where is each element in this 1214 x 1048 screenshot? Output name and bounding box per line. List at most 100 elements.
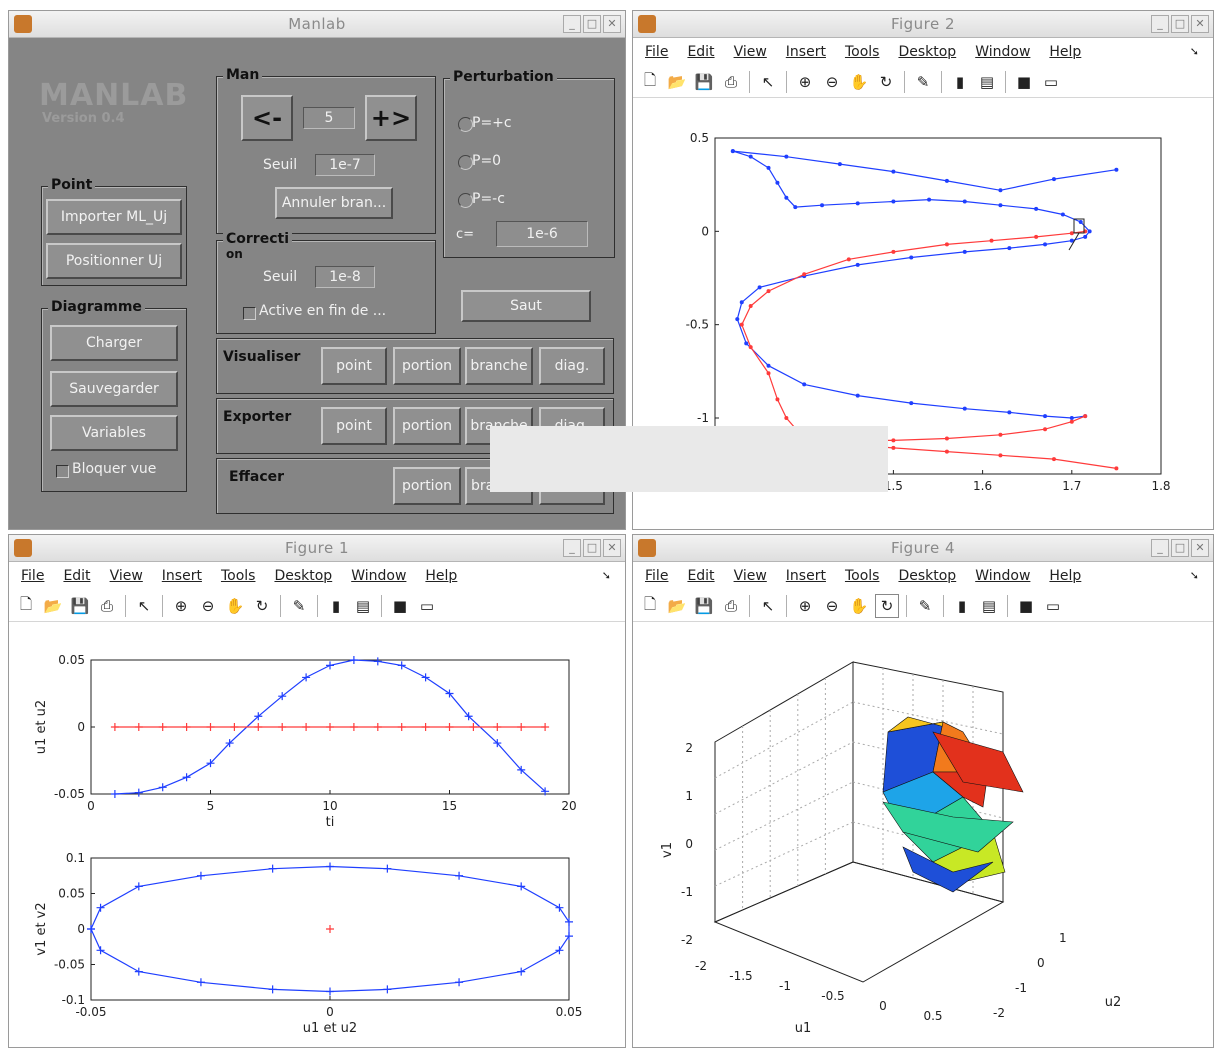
print-icon[interactable]: ⎙ (100, 597, 113, 615)
menu-tools[interactable]: Tools (220, 568, 256, 584)
new-figure-icon[interactable]: 🗋 (643, 70, 657, 89)
save-icon[interactable]: 💾 (70, 597, 90, 615)
zoom-in-icon[interactable]: ⊕ (174, 597, 188, 615)
menu-view[interactable]: View (733, 44, 767, 60)
zoom-out-icon[interactable]: ⊖ (201, 597, 215, 615)
open-file-icon[interactable]: 📂 (667, 73, 687, 91)
visualiser-branche-button[interactable]: branche (465, 347, 533, 385)
exporter-point-button[interactable]: point (321, 407, 387, 445)
importer-button[interactable]: Importer ML_Uj (46, 199, 182, 235)
open-file-icon[interactable]: 📂 (667, 597, 687, 615)
data-cursor-icon[interactable]: ✎ (918, 597, 932, 615)
visualiser-diag-button[interactable]: diag. (539, 347, 605, 385)
bloquer-vue-checkbox[interactable] (56, 465, 69, 478)
menu-insert[interactable]: Insert (161, 568, 202, 584)
menu-window[interactable]: Window (975, 44, 1031, 60)
show-plot-tools-icon[interactable]: ▭ (1043, 73, 1059, 91)
legend-icon[interactable]: ▤ (979, 73, 995, 91)
edit-plot-arrow-icon[interactable]: ↖ (761, 597, 775, 615)
colorbar-icon[interactable]: ▮ (957, 597, 967, 615)
print-icon[interactable]: ⎙ (724, 73, 737, 91)
step-field[interactable]: 5 (303, 107, 355, 129)
menu-view[interactable]: View (733, 568, 767, 584)
rotate-3d-icon[interactable]: ↻ (875, 594, 899, 618)
menu-help[interactable]: Help (1049, 44, 1082, 60)
figure2-titlebar[interactable]: Figure 2 _ □ ✕ (633, 11, 1213, 38)
menu-insert[interactable]: Insert (785, 44, 826, 60)
maximize-icon[interactable]: □ (1171, 15, 1189, 33)
menu-desktop[interactable]: Desktop (274, 568, 333, 584)
menu-file[interactable]: File (645, 568, 669, 584)
close-icon[interactable]: ✕ (603, 539, 621, 557)
menu-window[interactable]: Window (351, 568, 407, 584)
menu-edit[interactable]: Edit (63, 568, 91, 584)
sauvegarder-button[interactable]: Sauvegarder (50, 371, 178, 407)
minimize-icon[interactable]: _ (563, 15, 581, 33)
hide-plot-tools-icon[interactable]: ■ (1016, 73, 1032, 91)
pan-hand-icon[interactable]: ✋ (225, 597, 245, 615)
next-step-button[interactable]: +> (365, 95, 417, 141)
manlab-titlebar[interactable]: Manlab _ □ ✕ (9, 11, 625, 38)
menu-help[interactable]: Help (425, 568, 458, 584)
maximize-icon[interactable]: □ (583, 15, 601, 33)
data-cursor-icon[interactable]: ✎ (916, 73, 930, 91)
maximize-icon[interactable]: □ (583, 539, 601, 557)
correction-seuil-field[interactable]: 1e-8 (315, 266, 375, 288)
zoom-out-icon[interactable]: ⊖ (825, 597, 839, 615)
edit-plot-arrow-icon[interactable]: ↖ (761, 73, 775, 91)
colorbar-icon[interactable]: ▮ (955, 73, 965, 91)
show-plot-tools-icon[interactable]: ▭ (419, 597, 435, 615)
menu-desktop[interactable]: Desktop (898, 568, 957, 584)
data-cursor-icon[interactable]: ✎ (292, 597, 306, 615)
menu-window[interactable]: Window (975, 568, 1031, 584)
legend-icon[interactable]: ▤ (355, 597, 371, 615)
variables-button[interactable]: Variables (50, 415, 178, 451)
pan-hand-icon[interactable]: ✋ (849, 73, 869, 91)
menu-edit[interactable]: Edit (687, 568, 715, 584)
menu-tools[interactable]: Tools (844, 44, 880, 60)
saut-button[interactable]: Saut (461, 290, 591, 322)
zoom-in-icon[interactable]: ⊕ (798, 73, 812, 91)
dock-arrow-icon[interactable]: ➘ (1189, 569, 1199, 582)
active-checkbox[interactable] (243, 307, 256, 320)
save-icon[interactable]: 💾 (694, 597, 714, 615)
close-icon[interactable]: ✕ (1191, 539, 1209, 557)
menu-help[interactable]: Help (1049, 568, 1082, 584)
annuler-branche-button[interactable]: Annuler bran... (275, 187, 393, 219)
menu-file[interactable]: File (21, 568, 45, 584)
exporter-portion-button[interactable]: portion (393, 407, 461, 445)
hide-plot-tools-icon[interactable]: ■ (1018, 597, 1034, 615)
colorbar-icon[interactable]: ▮ (331, 597, 341, 615)
show-plot-tools-icon[interactable]: ▭ (1045, 597, 1061, 615)
visualiser-point-button[interactable]: point (321, 347, 387, 385)
radio-p-zero[interactable] (458, 155, 473, 170)
radio-p-plus-c[interactable] (458, 117, 473, 132)
new-figure-icon[interactable]: 🗋 (643, 594, 657, 613)
visualiser-portion-button[interactable]: portion (393, 347, 461, 385)
dock-arrow-icon[interactable]: ➘ (601, 569, 611, 582)
hide-plot-tools-icon[interactable]: ■ (392, 597, 408, 615)
rotate-3d-icon[interactable]: ↻ (255, 597, 269, 615)
edit-plot-arrow-icon[interactable]: ↖ (137, 597, 151, 615)
menu-view[interactable]: View (109, 568, 143, 584)
c-field[interactable]: 1e-6 (496, 221, 588, 247)
minimize-icon[interactable]: _ (563, 539, 581, 557)
menu-desktop[interactable]: Desktop (898, 44, 957, 60)
rotate-3d-icon[interactable]: ↻ (879, 73, 893, 91)
print-icon[interactable]: ⎙ (724, 597, 737, 615)
prev-step-button[interactable]: <- (241, 95, 293, 141)
menu-tools[interactable]: Tools (844, 568, 880, 584)
radio-p-minus-c[interactable] (458, 193, 473, 208)
effacer-portion-button[interactable]: portion (393, 467, 461, 505)
figure1-titlebar[interactable]: Figure 1 _ □ ✕ (9, 535, 625, 562)
figure4-titlebar[interactable]: Figure 4 _ □ ✕ (633, 535, 1213, 562)
menu-insert[interactable]: Insert (785, 568, 826, 584)
dock-arrow-icon[interactable]: ➘ (1189, 45, 1199, 58)
zoom-out-icon[interactable]: ⊖ (825, 73, 839, 91)
legend-icon[interactable]: ▤ (981, 597, 997, 615)
charger-button[interactable]: Charger (50, 325, 178, 361)
save-icon[interactable]: 💾 (694, 73, 714, 91)
open-file-icon[interactable]: 📂 (43, 597, 63, 615)
